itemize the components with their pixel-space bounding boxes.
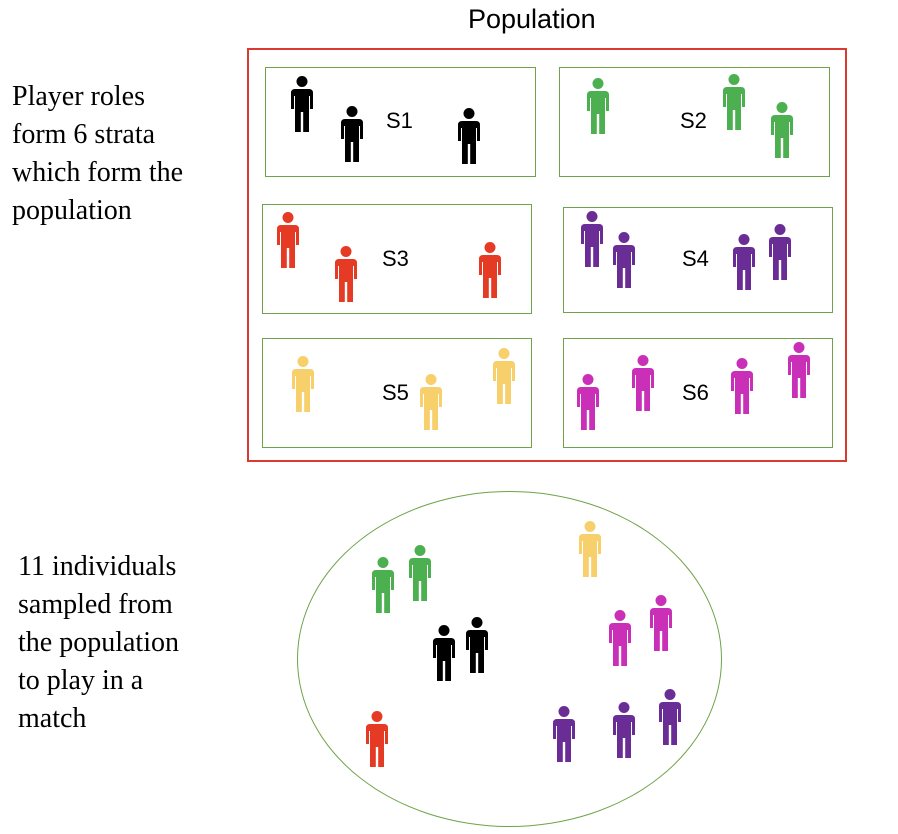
person-icon-s5 <box>292 356 314 412</box>
person-icon-s4 <box>769 224 791 280</box>
person-icon-s2 <box>587 78 609 134</box>
sample-description: 11 individuals sampled from the populati… <box>18 551 179 734</box>
sampled-person-icon-s4 <box>553 706 575 762</box>
stratum-label-s2: S2 <box>680 108 707 133</box>
person-icon-s6 <box>731 358 753 414</box>
person-icon-s1 <box>341 106 363 162</box>
sampled-person-icon-s4 <box>613 702 635 758</box>
sampled-person-icon-s4 <box>659 689 681 745</box>
sample-ellipse <box>297 491 722 827</box>
population-title: Population <box>468 4 596 34</box>
sampled-person-icon-s2 <box>409 545 431 601</box>
stratum-box-s6 <box>563 338 833 448</box>
person-icon-s3 <box>277 212 299 268</box>
stratum-box-s1 <box>265 67 536 177</box>
person-icon-s3 <box>479 242 501 298</box>
person-icon-s1 <box>291 76 313 132</box>
population-box <box>247 48 847 462</box>
stratum-box-s5 <box>262 338 532 448</box>
stratum-label-s1: S1 <box>386 108 413 133</box>
sampled-person-icon-s2 <box>372 557 394 613</box>
sampled-person-icon-s6 <box>609 610 631 666</box>
person-icon-s4 <box>733 234 755 290</box>
person-icon-s4 <box>581 211 603 267</box>
stratum-label-s5: S5 <box>382 380 409 405</box>
person-icon-s3 <box>335 246 357 302</box>
person-icon-s6 <box>788 342 810 398</box>
sampled-person-icon-s3 <box>366 711 388 767</box>
sampled-person-icon-s5 <box>579 521 601 577</box>
person-icon-s2 <box>771 102 793 158</box>
sampled-person-icon-s1 <box>466 617 488 673</box>
person-icon-s1 <box>458 108 480 164</box>
stratum-label-s3: S3 <box>382 246 409 271</box>
sampled-person-icon-s1 <box>433 625 455 681</box>
sampled-person-icon-s6 <box>650 595 672 651</box>
stratum-label-s6: S6 <box>682 380 709 405</box>
person-icon-s5 <box>420 374 442 430</box>
person-icon-s6 <box>632 355 654 411</box>
person-icon-s5 <box>493 348 515 404</box>
person-icon-s2 <box>723 74 745 130</box>
stratum-box-s4 <box>563 207 833 313</box>
stratum-label-s4: S4 <box>682 246 709 271</box>
strata-description: Player roles form 6 strata which form th… <box>12 81 184 226</box>
person-icon-s4 <box>613 232 635 288</box>
person-icon-s6 <box>577 374 599 430</box>
